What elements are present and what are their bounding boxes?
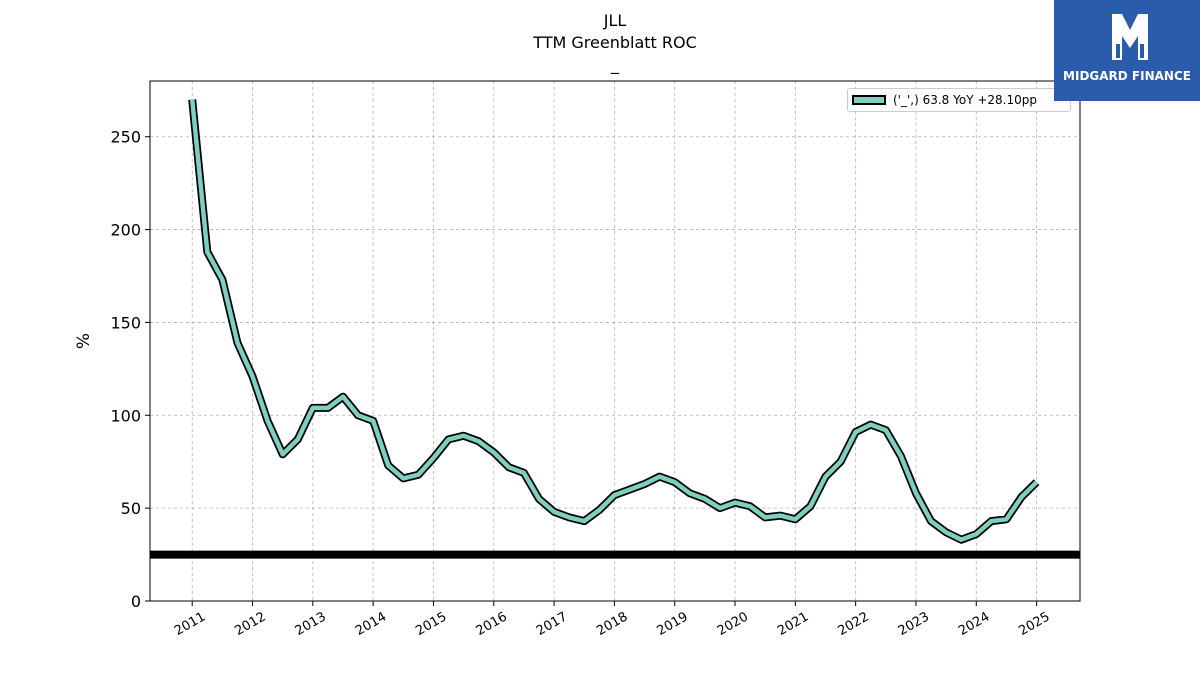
y-tick-label: 150 [110,313,141,332]
y-tick-label: 50 [121,499,141,518]
y-axis: 0 50 100 150 200 250 [110,128,150,611]
logo-text: MIDGARD FINANCE [1063,69,1191,83]
chart-title-line-2: TTM Greenblatt ROC [533,33,697,52]
legend: ('_',) 63.8 YoY +28.10pp [847,88,1071,112]
x-tick-label: 2012 [232,609,268,639]
logo-mark-icon [1112,14,1148,60]
x-tick-label: 2015 [413,609,449,639]
x-tick-label: 2019 [655,609,691,639]
series-line [189,99,1039,542]
x-tick-label: 2017 [534,609,570,639]
grid [150,81,1080,602]
x-tick-label: 2016 [474,609,510,639]
x-tick-label: 2013 [293,609,329,639]
x-tick-label: 2020 [715,609,751,639]
x-tick-label: 2025 [1016,609,1052,639]
x-tick-label: 2018 [594,609,630,639]
data-layer [150,99,1080,559]
midgard-finance-logo: MIDGARD FINANCE [1054,0,1200,101]
x-tick-label: 2021 [775,609,811,639]
chart-title-line-3: _ [611,55,619,74]
x-tick-label: 2023 [896,609,932,639]
x-tick-label: 2022 [835,609,871,639]
y-tick-label: 100 [110,406,141,425]
chart-title-line-1: JLL [603,11,627,30]
x-axis: 2011 2012 2013 2014 2015 2016 2017 2018 2019 2020… [172,601,1053,639]
legend-label: ('_',) 63.8 YoY +28.10pp [893,93,1037,107]
x-tick-label: 2024 [956,609,992,639]
y-tick-label: 250 [110,128,141,147]
y-tick-label: 0 [131,592,141,611]
y-axis-label: % [74,333,94,349]
x-tick-label: 2014 [353,609,389,639]
y-tick-label: 200 [110,221,141,240]
legend-swatch [852,95,886,105]
plot-area-frame [149,80,1081,602]
x-tick-label: 2011 [172,609,208,639]
